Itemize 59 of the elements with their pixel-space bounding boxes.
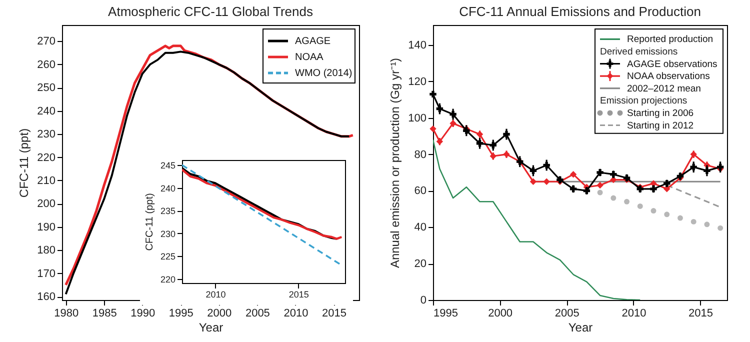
y-tick-label: 245 — [160, 160, 176, 171]
y-tick-label: 260 — [37, 58, 56, 71]
y-tick-label: 210 — [37, 174, 56, 187]
y-tick-label: 225 — [160, 252, 176, 262]
y-tick-label: 230 — [37, 128, 56, 141]
y-tick-label: 220 — [160, 274, 176, 284]
y-axis-title: Annual emission or production (Gg yr⁻¹) — [388, 58, 402, 268]
legend-label: Starting in 2012 — [627, 120, 694, 132]
y-tick-label: 0 — [420, 294, 426, 306]
legend-label: AGAGE observations — [627, 58, 718, 70]
x-tick-label: 2010 — [206, 290, 226, 300]
y-tick-label: 190 — [37, 221, 56, 234]
y-tick-label: 250 — [37, 82, 56, 94]
legend-label: NOAA — [295, 52, 324, 63]
y-tick-label: 60 — [414, 185, 426, 198]
x-tick-label: 1980 — [54, 308, 79, 320]
x-tick-label: 2010 — [622, 308, 646, 320]
x-tick-label: 1990 — [130, 308, 156, 320]
x-tick-label: 1995 — [434, 308, 458, 320]
legend-label: Reported production — [627, 34, 714, 46]
x-axis-title: Year — [198, 320, 224, 334]
x-tick-label: 2015 — [288, 290, 309, 300]
legend-label: AGAGE — [295, 36, 331, 47]
chart-title: Atmospheric CFC-11 Global Trends — [108, 4, 314, 19]
y-tick-label: 140 — [408, 40, 426, 52]
y-tick-label: 160 — [37, 291, 56, 304]
legend-label: 2002–2012 mean — [627, 83, 701, 94]
x-tick-label: 2000 — [207, 308, 232, 320]
y-tick-label: 40 — [414, 222, 426, 234]
x-tick-label: 2005 — [554, 308, 580, 320]
x-tick-label: 2015 — [688, 308, 714, 320]
x-tick-label: 2005 — [245, 308, 270, 320]
y-tick-label: 170 — [37, 268, 56, 280]
y-tick-label: 20 — [414, 258, 426, 270]
y-tick-label: 200 — [37, 198, 56, 210]
legend-label: NOAA observations — [627, 71, 710, 82]
y-tick-label: 180 — [37, 244, 56, 257]
legend-label: Starting in 2006 — [627, 108, 694, 119]
x-tick-label: 2010 — [284, 308, 308, 320]
y-tick-label: 230 — [160, 228, 176, 239]
annotation: Emission projections — [600, 96, 688, 107]
y-axis-title: CFC-11 (ppt) — [17, 128, 32, 198]
y-tick-label: 240 — [160, 183, 176, 194]
y-tick-label: 270 — [37, 36, 56, 48]
x-tick-label: 2015 — [322, 308, 346, 320]
x-axis-title: Year — [568, 320, 593, 334]
y-tick-label: 235 — [160, 206, 176, 216]
y-axis-title: CFC-11 (ppt) — [144, 193, 156, 251]
y-tick-label: 80 — [414, 148, 426, 161]
x-tick-label: 2000 — [488, 308, 513, 320]
y-tick-label: 240 — [37, 105, 56, 118]
legend-label: WMO (2014) — [295, 68, 352, 79]
y-tick-label: 120 — [408, 76, 426, 88]
annotation: Derived emissions — [600, 46, 678, 58]
x-tick-label: 1995 — [168, 308, 194, 320]
y-tick-label: 220 — [37, 152, 56, 164]
y-tick-label: 100 — [408, 112, 426, 124]
chart-title: CFC-11 Annual Emissions and Production — [459, 4, 701, 19]
x-tick-label: 1985 — [92, 308, 117, 320]
